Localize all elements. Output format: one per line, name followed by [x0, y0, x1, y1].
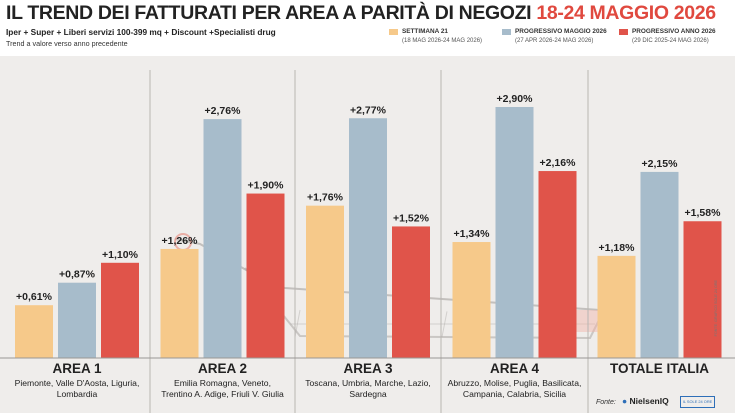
bar-2-3 — [349, 118, 387, 358]
chart-area: +0,61% +0,87% +1,10% AREA 1 Piemonte, Valle … — [0, 56, 735, 413]
bar-2-4 — [495, 107, 534, 358]
bar-2-5 — [640, 171, 679, 358]
value-label: +1,58% — [685, 207, 722, 219]
graphic-credit: FONTE: GRAFICO SOLE 24 ORE — [714, 280, 718, 337]
chart-title: IL TREND DEI FATTURATI PER AREA A PARITÀ… — [6, 2, 716, 25]
title-main: IL TREND DEI FATTURATI PER AREA A PARITÀ… — [6, 2, 532, 24]
bar-1-4 — [452, 242, 491, 358]
category-label: AREA 1 — [52, 361, 102, 376]
value-label: +2,76% — [205, 105, 242, 117]
category-regions: Campania, Calabria, Sicilia — [463, 389, 566, 399]
value-label: +2,90% — [497, 93, 534, 105]
bar-chart: +0,61% +0,87% +1,10% AREA 1 Piemonte, Valle … — [0, 70, 735, 413]
cart-wire — [441, 311, 448, 338]
value-label: +2,16% — [540, 157, 577, 169]
newspaper-logo: IL SOLE 24 ORE — [680, 396, 715, 408]
title-date: 18-24 MAGGIO 2026 — [536, 2, 716, 24]
legend-label-year: PROGRESSIVO ANNO 2026 — [632, 28, 716, 35]
value-label: +1,52% — [393, 212, 430, 224]
legend-sub-year: (29 DIC 2025-24 MAG 2026) — [632, 38, 709, 44]
nielsen-logo-text: NielsenIQ — [629, 396, 669, 406]
category-regions: Abruzzo, Molise, Puglia, Basilicata, — [448, 378, 582, 388]
value-label: +0,87% — [59, 269, 96, 281]
category-regions: Emilia Romagna, Veneto, — [174, 378, 271, 388]
value-label: +0,61% — [16, 291, 53, 303]
category-regions: Toscana, Umbria, Marche, Lazio, — [305, 378, 431, 388]
value-label: +1,18% — [599, 242, 636, 254]
category-label: AREA 3 — [343, 361, 393, 376]
category-regions: Sardegna — [349, 389, 386, 399]
bar-3-3 — [392, 226, 430, 358]
chart-subtitle: Iper + Super + Liberi servizi 100-399 mq… — [6, 27, 276, 37]
bar-3-4 — [538, 171, 577, 358]
legend-swatch-week — [389, 29, 398, 35]
nielsen-logo: ● NielsenIQ — [622, 396, 669, 406]
category-regions: Lombardia — [57, 389, 98, 399]
legend-sub-month: (27 APR 2026-24 MAG 2026) — [515, 38, 594, 44]
legend-label-week: SETTIMANA 21 — [402, 28, 448, 35]
legend-label-month: PROGRESSIVO MAGGIO 2026 — [515, 28, 607, 35]
category-regions: Trentino A. Adige, Friuli V. Giulia — [161, 389, 284, 399]
bar-1-5 — [597, 255, 636, 358]
category-regions: Piemonte, Valle D'Aosta, Liguria, — [15, 378, 140, 388]
value-label: +2,77% — [350, 104, 387, 116]
legend-swatch-month — [502, 29, 511, 35]
cart-wire — [294, 309, 301, 338]
value-label: +1,26% — [162, 235, 199, 247]
bar-2-2 — [203, 119, 242, 358]
bar-3-1 — [101, 262, 139, 358]
category-label: TOTALE ITALIA — [610, 361, 709, 376]
value-label: +2,15% — [642, 158, 679, 170]
bar-1-1 — [15, 305, 53, 358]
bar-2-1 — [58, 282, 96, 358]
bar-3-2 — [246, 193, 285, 358]
bar-1-3 — [306, 205, 344, 358]
value-label: +1,90% — [248, 180, 285, 192]
category-label: AREA 4 — [490, 361, 540, 376]
value-label: +1,10% — [102, 249, 139, 261]
legend-sub-week: (18 MAG 2026-24 MAG 2026) — [402, 38, 483, 44]
chart-note: Trend a valore verso anno precedente — [6, 38, 128, 48]
category-label: AREA 2 — [198, 361, 247, 376]
legend-swatch-year — [619, 29, 628, 35]
source-label: Fonte: — [596, 399, 616, 406]
value-label: +1,76% — [307, 192, 344, 204]
bar-1-2 — [160, 248, 199, 358]
value-label: +1,34% — [454, 228, 491, 240]
bar-3-5 — [683, 221, 722, 358]
